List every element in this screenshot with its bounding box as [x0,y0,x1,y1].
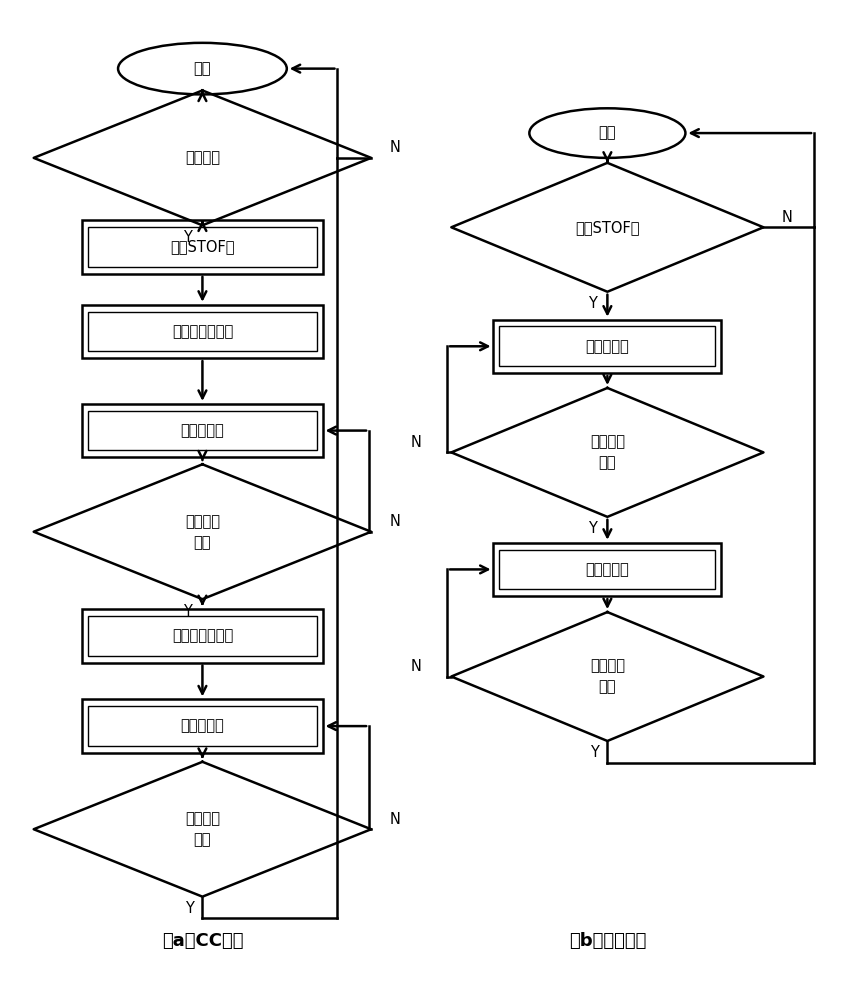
Text: （b）远程节点: （b）远程节点 [568,932,646,950]
Text: 开始: 开始 [599,126,616,141]
Bar [88,227,317,267]
Text: 异步时隙
结束: 异步时隙 结束 [185,811,220,847]
Text: 等时包收发: 等时包收发 [585,339,630,354]
Text: 异步时隙
结束: 异步时隙 结束 [590,659,625,695]
Text: 收到STOF包: 收到STOF包 [575,220,640,235]
Bar [88,411,317,450]
Text: Y: Y [183,604,192,619]
Text: N: N [389,812,400,827]
Text: 异步包收发: 异步包收发 [181,719,224,734]
Bar [499,326,716,366]
Text: Y: Y [186,901,194,916]
Bar [82,404,323,457]
Text: （a）CC节点: （a）CC节点 [162,932,243,950]
Text: 等时时隙
结束: 等时时隙 结束 [185,514,220,550]
Text: Y: Y [590,745,599,760]
Bar [88,616,317,656]
Text: 等时时隙
结束: 等时时隙 结束 [590,434,625,470]
Bar [88,706,317,746]
Bar [82,220,323,274]
Bar [82,609,323,663]
Text: 帧周期到: 帧周期到 [185,150,220,165]
Bar [499,550,716,589]
Text: N: N [782,210,793,225]
Text: N: N [389,140,400,155]
Text: Y: Y [588,521,596,536]
Text: Y: Y [183,230,192,245]
Bar [493,320,722,373]
Bar [493,543,722,596]
Bar [82,305,323,358]
Text: 异步包收发: 异步包收发 [585,562,630,577]
Text: 关闭循环开始包: 关闭循环开始包 [172,628,233,643]
Bar [82,699,323,753]
Text: 开始: 开始 [193,61,211,76]
Text: N: N [389,514,400,529]
Text: 发送STOF包: 发送STOF包 [170,240,234,255]
Text: 开启循环开始包: 开启循环开始包 [172,324,233,339]
Bar [88,312,317,351]
Text: N: N [411,659,422,674]
Text: N: N [411,435,422,450]
Text: Y: Y [588,296,596,311]
Text: 等时包收发: 等时包收发 [181,423,224,438]
